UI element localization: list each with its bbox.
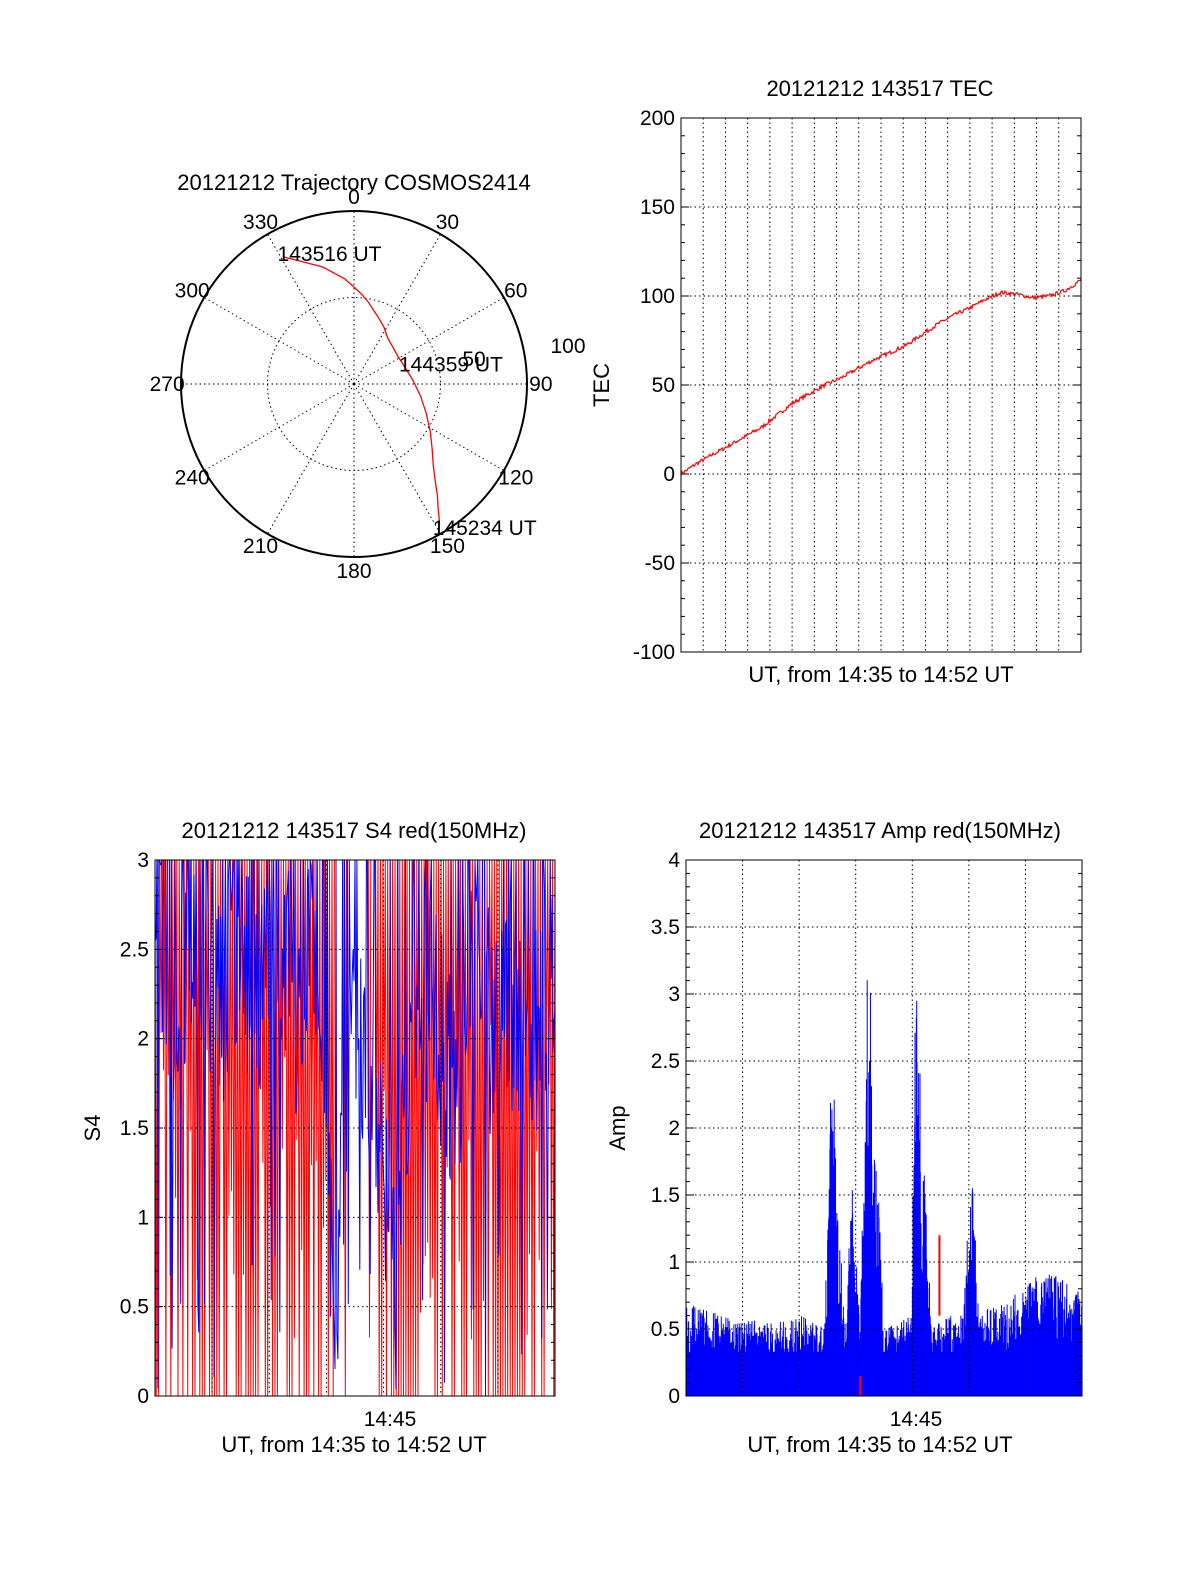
amp-series bbox=[685, 980, 1083, 1396]
polar-spoke bbox=[353, 383, 441, 535]
polar-time-annotation: 145234 UT bbox=[433, 517, 537, 540]
polar-spoke bbox=[353, 233, 441, 385]
amp-xlabel: UT, from 14:35 to 14:52 UT bbox=[747, 1432, 1012, 1457]
tec-frame bbox=[680, 117, 1082, 653]
polar-trajectory-panel: 20121212 Trajectory COSMOS2414 0 30 60 90 12… bbox=[150, 170, 586, 583]
tec-y-ticks: -100 -50 0 50 100 150 200 bbox=[633, 107, 675, 664]
polar-trajectory-series bbox=[283, 256, 440, 531]
amp-ylabel: Amp bbox=[605, 1105, 630, 1150]
polar-angle-label: 150 bbox=[430, 535, 465, 558]
amp-panel: 20121212 143517 Amp red(150MHz) 0 0.5 1 1.5… bbox=[605, 818, 1083, 1457]
polar-angle-label: 60 bbox=[504, 280, 527, 303]
y-tick-label: -100 bbox=[633, 641, 675, 664]
amp-grid bbox=[686, 859, 1082, 1397]
y-tick-label: 1.5 bbox=[651, 1184, 680, 1207]
polar-radial-label: 50 bbox=[462, 348, 485, 371]
y-tick-label: 3 bbox=[668, 983, 680, 1006]
polar-angle-labels: 0 30 60 90 120 150 180 210 240 270 300 330 bbox=[150, 186, 553, 583]
y-tick-label: 0.5 bbox=[120, 1296, 149, 1319]
y-tick-label: 150 bbox=[640, 196, 675, 219]
y-tick-label: 50 bbox=[652, 374, 675, 397]
s4-panel: 20121212 143517 S4 red(150MHz) 0 0.5 1 1.5 2… bbox=[80, 818, 556, 1457]
s4-ylabel: S4 bbox=[80, 1115, 105, 1142]
amp-title: 20121212 143517 Amp red(150MHz) bbox=[699, 818, 1061, 843]
tec-xlabel: UT, from 14:35 to 14:52 UT bbox=[748, 662, 1013, 687]
y-tick-label: 1 bbox=[137, 1206, 149, 1229]
polar-grid bbox=[180, 210, 528, 558]
s4-y-ticks: 0 0.5 1 1.5 2 2.5 3 bbox=[120, 849, 149, 1408]
polar-angle-label: 330 bbox=[243, 211, 278, 234]
y-tick-label: 3.5 bbox=[651, 916, 680, 939]
polar-angle-label: 210 bbox=[243, 535, 278, 558]
y-tick-label: 3 bbox=[137, 849, 149, 872]
polar-trajectory-line bbox=[283, 256, 440, 531]
polar-time-annotation: 144359 UT bbox=[399, 353, 503, 376]
polar-angle-label: 270 bbox=[150, 373, 185, 396]
y-tick-label: 2.5 bbox=[120, 938, 149, 961]
polar-spoke bbox=[353, 297, 505, 385]
polar-spoke bbox=[267, 233, 355, 385]
tec-line bbox=[680, 278, 1082, 477]
polar-angle-label: 120 bbox=[498, 466, 533, 489]
y-tick-label: 1.5 bbox=[120, 1117, 149, 1140]
polar-angle-label: 240 bbox=[175, 466, 210, 489]
polar-angle-label: 300 bbox=[175, 280, 210, 303]
amp-xtick-1445: 14:45 bbox=[890, 1408, 943, 1431]
polar-angle-label: 180 bbox=[336, 560, 371, 583]
amp-blue-series bbox=[685, 980, 1083, 1396]
y-tick-label: -50 bbox=[645, 552, 675, 575]
y-tick-label: 1 bbox=[668, 1251, 680, 1274]
polar-time-annotation: 143516 UT bbox=[278, 243, 382, 266]
polar-radial-label: 100 bbox=[550, 335, 585, 358]
tec-panel: 20121212 143517 TEC -100-50050100150200 … bbox=[589, 76, 1082, 687]
y-tick-label: 200 bbox=[640, 107, 675, 130]
tec-grid bbox=[681, 117, 1081, 653]
polar-time-annotations: 143516 UT 144359 UT 145234 UT bbox=[278, 243, 537, 540]
polar-spoke bbox=[203, 383, 355, 471]
tec-ylabel: TEC bbox=[589, 363, 614, 407]
y-tick-label: 4 bbox=[668, 849, 680, 872]
s4-xlabel: UT, from 14:35 to 14:52 UT bbox=[221, 1432, 486, 1457]
y-tick-label: 100 bbox=[640, 285, 675, 308]
y-tick-label: 2.5 bbox=[651, 1050, 680, 1073]
y-tick-label: 2 bbox=[668, 1117, 680, 1140]
polar-spoke bbox=[203, 297, 355, 385]
y-tick-label: 0 bbox=[663, 463, 675, 486]
polar-angle-label: 90 bbox=[529, 373, 552, 396]
y-tick-label: 0.5 bbox=[651, 1318, 680, 1341]
amp-frame bbox=[685, 859, 1083, 1397]
s4-title: 20121212 143517 S4 red(150MHz) bbox=[182, 818, 527, 843]
tec-title: 20121212 143517 TEC bbox=[766, 76, 993, 101]
polar-outer-circle bbox=[180, 210, 528, 558]
y-tick-label: 0 bbox=[137, 1385, 149, 1408]
s4-xtick-1445: 14:45 bbox=[364, 1408, 417, 1431]
y-tick-label: 2 bbox=[137, 1028, 149, 1051]
polar-spoke bbox=[267, 383, 355, 535]
y-tick-label: 0 bbox=[668, 1385, 680, 1408]
polar-angle-label: 0 bbox=[348, 186, 360, 209]
s4-frame bbox=[154, 859, 556, 1397]
tec-series bbox=[680, 278, 1082, 477]
amp-y-ticks: 0 0.5 1 1.5 2 2.5 3 3.5 4 bbox=[651, 849, 681, 1408]
polar-title: 20121212 Trajectory COSMOS2414 bbox=[177, 170, 530, 195]
polar-radial-labels: 50 100 bbox=[462, 335, 585, 371]
polar-angle-label: 30 bbox=[436, 211, 459, 234]
amp-blue-floor bbox=[686, 1351, 1082, 1396]
